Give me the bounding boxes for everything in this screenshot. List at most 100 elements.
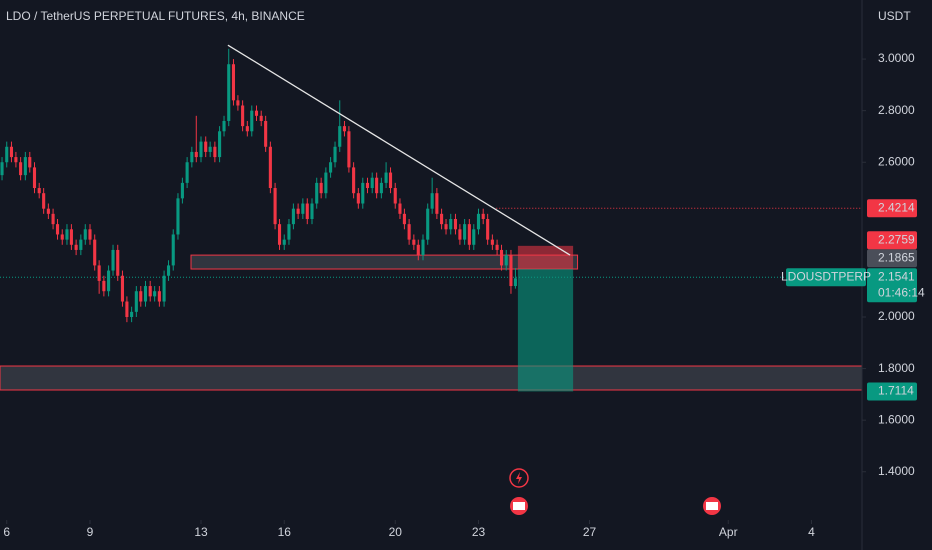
- candle-body: [83, 229, 87, 240]
- candle-body: [32, 167, 37, 189]
- candle-body: [9, 146, 14, 158]
- last-price-label: 2.1541: [878, 269, 915, 283]
- symbol-badge: [786, 268, 866, 287]
- candle-body: [46, 208, 50, 214]
- candle-body: [388, 172, 393, 189]
- candle-body: [426, 208, 430, 240]
- candle-body: [0, 162, 4, 176]
- candle-body: [37, 188, 41, 194]
- candle-body: [162, 275, 166, 302]
- candle-body: [55, 224, 60, 235]
- candle-body: [254, 110, 259, 116]
- x-tick-label: 13: [194, 525, 208, 539]
- stop-badge: [867, 231, 917, 250]
- candle-body: [166, 265, 171, 276]
- candle-body: [509, 255, 513, 287]
- candle-body: [329, 162, 333, 173]
- candle-body: [310, 203, 314, 219]
- price-badge-label: 2.4214: [878, 200, 915, 214]
- candle-body: [412, 239, 416, 245]
- candle-body: [222, 120, 226, 132]
- candle-body: [204, 141, 208, 152]
- candle-body: [472, 229, 476, 245]
- zone: [190, 254, 579, 270]
- candle-body: [111, 249, 115, 271]
- chart-title: LDO / TetherUS PERPETUAL FUTURES, 4h, BI…: [6, 9, 305, 23]
- candle-body: [481, 213, 485, 219]
- candle-body: [157, 291, 161, 302]
- candle-body: [319, 182, 323, 194]
- countdown: 01:46:14: [878, 285, 925, 299]
- candle-body: [333, 146, 337, 163]
- candle-body: [291, 208, 295, 225]
- candle-body: [23, 157, 27, 176]
- event-icons[interactable]: [509, 468, 721, 515]
- target-badge-label: 1.7114: [878, 384, 914, 398]
- candle-body: [458, 229, 462, 240]
- candle-body: [467, 224, 471, 245]
- x-tick-label: Apr: [719, 525, 738, 539]
- candle-body: [176, 198, 180, 235]
- candle-body: [486, 218, 490, 240]
- x-tick-label: 9: [87, 525, 94, 539]
- candle-body: [107, 270, 111, 292]
- x-tick-label: 27: [583, 525, 597, 539]
- candle-body: [125, 301, 129, 318]
- candle-body: [14, 157, 18, 163]
- position-target-zone: [517, 268, 574, 392]
- candle-body: [194, 151, 198, 158]
- symbol-label: LDOUSDTPERP: [781, 269, 871, 283]
- y-tick-label: 2.6000: [878, 154, 915, 168]
- x-tick-label: 20: [389, 525, 403, 539]
- candle-body: [499, 249, 504, 266]
- candle-body: [218, 131, 222, 158]
- candle-body: [250, 110, 254, 132]
- candle-body: [402, 213, 406, 225]
- x-tick-label: 16: [278, 525, 292, 539]
- candle-body: [296, 208, 300, 214]
- event-icon-glyph: [513, 502, 525, 510]
- x-tick-label: 23: [472, 525, 486, 539]
- candle-body: [398, 203, 402, 214]
- y-tick-label: 3.0000: [878, 51, 915, 65]
- candle-body: [301, 203, 305, 214]
- candle-body: [490, 239, 494, 245]
- candle-body: [171, 234, 175, 266]
- entry-badge: [867, 249, 917, 268]
- candle-body: [190, 151, 194, 163]
- candle-body: [153, 291, 157, 297]
- candle-body: [116, 249, 120, 276]
- candle-body: [444, 224, 448, 230]
- candle-body: [42, 193, 46, 209]
- event-icon-glyph: [516, 472, 522, 484]
- candle-body: [430, 193, 434, 209]
- candle-body: [273, 188, 277, 225]
- candle-body: [393, 188, 397, 204]
- candle-body: [231, 64, 236, 101]
- candle-body: [88, 229, 92, 240]
- candle-body: [102, 280, 106, 292]
- candle-body: [338, 126, 342, 147]
- candle-body: [130, 311, 134, 318]
- candle-body: [69, 229, 73, 245]
- candle-body: [79, 239, 83, 250]
- candle-body: [324, 172, 328, 194]
- y-unit: USDT: [878, 9, 911, 23]
- candle-body: [342, 126, 347, 132]
- candle-body: [435, 193, 439, 214]
- candle-body: [134, 291, 138, 312]
- candle-body: [268, 146, 272, 189]
- candle-body: [5, 146, 9, 163]
- candle-body: [440, 213, 444, 225]
- candle-body: [356, 193, 360, 204]
- candle-body: [241, 105, 245, 127]
- position-stop-zone: [517, 245, 574, 269]
- candle-body: [495, 244, 499, 250]
- candle-body: [277, 224, 282, 245]
- candle-body: [365, 182, 370, 189]
- candle-body: [453, 218, 458, 230]
- candle-body: [379, 182, 383, 194]
- candle-body: [227, 64, 231, 121]
